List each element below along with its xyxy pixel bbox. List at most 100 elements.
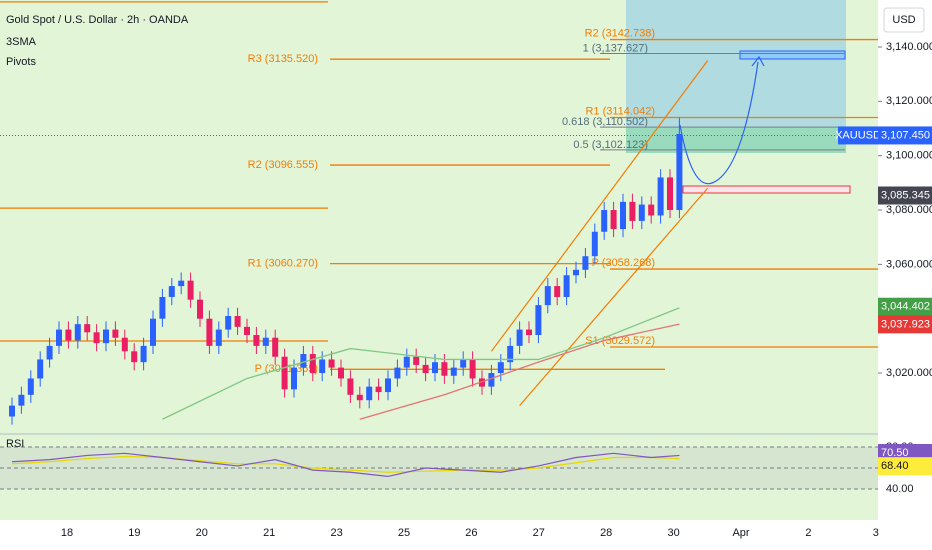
candle-body <box>93 332 100 344</box>
candle-body <box>526 329 532 336</box>
candle-body <box>507 345 514 363</box>
candle-body <box>262 337 269 346</box>
x-tick-label: 2 <box>805 527 811 539</box>
fib-label: 0.618 (3,110.502) <box>562 116 648 128</box>
y-tick-label: 3,140.000 <box>886 41 932 53</box>
candle-body <box>18 394 25 406</box>
candle-body <box>9 405 15 417</box>
candle-body <box>309 354 316 374</box>
candle-body <box>178 280 185 287</box>
candle-body <box>244 326 250 336</box>
candle-body <box>582 256 589 270</box>
candle-body <box>366 386 373 401</box>
candle-body <box>479 378 485 387</box>
entry-zone <box>626 128 846 153</box>
candle-body <box>74 324 81 341</box>
candle-body <box>300 354 307 368</box>
channel-line <box>519 187 709 407</box>
candle-body <box>591 231 598 257</box>
candle-body <box>657 177 664 216</box>
price-tag-label: 3,085.345 <box>881 189 930 201</box>
candle-body <box>197 299 203 319</box>
y-tick-label: 3,100.000 <box>886 150 932 162</box>
candle-body <box>338 367 344 379</box>
price-tag-label: 3,107.450 <box>881 129 930 141</box>
candle-body <box>187 280 194 300</box>
drawings: R3 (3135.520) R2 (3096.555) R1 (3060.270) P… <box>0 1 878 490</box>
candle-body <box>281 356 288 390</box>
candle-body <box>497 362 504 374</box>
candle-body <box>347 378 354 395</box>
x-tick-label: 27 <box>533 527 545 539</box>
channel-line <box>490 60 709 352</box>
candle-body <box>56 329 62 346</box>
candle-body <box>563 275 570 297</box>
x-tick-label: 26 <box>465 527 477 539</box>
x-tick-label: 21 <box>263 527 275 539</box>
candle-body <box>37 359 44 379</box>
candle-body <box>488 373 495 387</box>
candle-body <box>648 204 655 216</box>
candle-body <box>272 337 279 357</box>
candle-body <box>601 210 608 232</box>
candle-body <box>676 133 683 211</box>
candle-body <box>206 318 213 346</box>
candle-body <box>65 329 72 341</box>
y-tick-label: 3,120.000 <box>886 95 932 107</box>
y-tick-label: 3,060.000 <box>886 258 932 270</box>
symbol-tag-label: XAUUSD <box>835 129 881 141</box>
x-tick-label: 23 <box>330 527 342 539</box>
candle-body <box>450 367 457 376</box>
candle-body <box>375 386 382 393</box>
x-tick-label: 19 <box>128 527 140 539</box>
x-tick-label: 3 <box>873 527 879 539</box>
candle-body <box>159 296 166 319</box>
projection-path <box>679 61 759 185</box>
currency-label: USD <box>892 14 915 26</box>
pivot-label: P (3058.268) <box>592 257 655 269</box>
candle-body <box>441 362 448 376</box>
pivot-label: R2 (3096.555) <box>248 159 318 171</box>
candle-body <box>620 201 626 230</box>
candle-body <box>629 201 636 221</box>
price-tag-label: 3,037.923 <box>881 318 930 330</box>
candle-body <box>121 337 128 352</box>
candle-body <box>385 378 391 393</box>
price-tag <box>878 126 932 145</box>
candle-body <box>432 362 438 374</box>
rsi-ma-line <box>11 455 680 473</box>
candle-body <box>413 356 420 365</box>
rsi-band <box>0 447 878 490</box>
rsi-title: RSI <box>6 438 24 450</box>
x-tick-label: 25 <box>398 527 410 539</box>
candle-body <box>215 329 222 346</box>
currency-box[interactable] <box>883 7 925 33</box>
candle-body <box>225 315 232 330</box>
sma-line <box>359 323 680 420</box>
price-tag <box>878 457 932 476</box>
target-zone <box>626 0 846 128</box>
candle-body <box>469 359 476 379</box>
candle-body <box>150 318 156 346</box>
price-tag-label: 3,044.402 <box>881 301 930 313</box>
symbol-title: Gold Spot / U.S. Dollar · 2h · OANDA <box>6 14 189 26</box>
candle-body <box>460 359 467 368</box>
candle-body <box>319 359 326 374</box>
symbol-tag <box>838 126 878 145</box>
candle-body <box>168 286 175 297</box>
candle-body <box>46 345 53 360</box>
candle-body <box>234 315 241 327</box>
candle-body <box>394 367 401 379</box>
price-tag <box>878 297 932 316</box>
pivot-label: R2 (3142.738) <box>585 27 655 39</box>
candle-body <box>291 367 297 390</box>
candle-body <box>638 204 645 221</box>
x-tick-label: 28 <box>600 527 612 539</box>
candle-body <box>27 378 34 395</box>
rsi-line <box>11 452 680 478</box>
candle-body <box>253 335 260 346</box>
candle-body <box>516 329 523 346</box>
sma-line <box>162 307 680 420</box>
candle-body <box>103 329 109 344</box>
